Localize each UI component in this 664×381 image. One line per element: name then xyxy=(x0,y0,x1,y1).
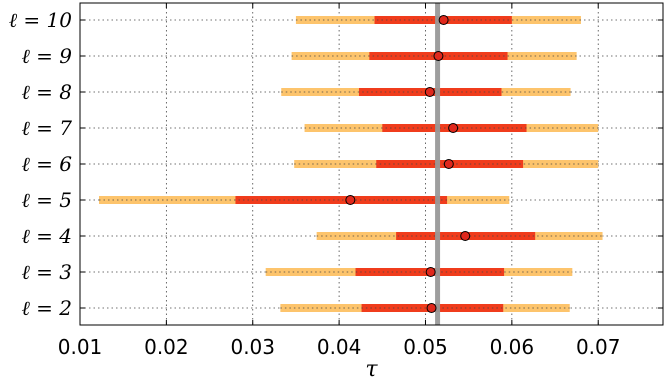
x-tick-label: 0.03 xyxy=(230,335,275,359)
data-point xyxy=(448,123,459,133)
row-label: ℓ = 8 xyxy=(21,80,72,104)
data-point xyxy=(345,195,356,205)
tick-layer xyxy=(79,3,663,325)
data-point xyxy=(424,87,435,97)
data-point xyxy=(443,159,454,169)
x-tick-label: 0.04 xyxy=(317,335,362,359)
data-point xyxy=(425,267,436,277)
row-label: ℓ = 9 xyxy=(21,44,72,68)
row-label: ℓ = 10 xyxy=(9,8,73,32)
marker-layer xyxy=(345,15,471,313)
row-label: ℓ = 4 xyxy=(21,224,72,248)
row-label: ℓ = 6 xyxy=(21,152,72,176)
label-layer: 0.01 0.02 0.03 0.04 0.05 0.06 0.07 ℓ = 10 ℓ = 9 ℓ… xyxy=(9,8,621,359)
row-label: ℓ = 3 xyxy=(21,260,72,284)
inner-interval-bar xyxy=(235,196,448,204)
x-tick-label: 0.02 xyxy=(144,335,189,359)
row-label: ℓ = 2 xyxy=(21,296,72,320)
data-point xyxy=(460,231,471,241)
data-point xyxy=(433,51,444,61)
data-point xyxy=(426,303,437,313)
x-axis-label: τ xyxy=(365,357,378,381)
x-tick-label: 0.05 xyxy=(403,335,448,359)
row-label: ℓ = 5 xyxy=(21,188,72,212)
x-tick-label: 0.01 xyxy=(58,335,103,359)
row-label: ℓ = 7 xyxy=(21,116,72,140)
data-point xyxy=(438,15,449,25)
x-tick-label: 0.06 xyxy=(490,335,535,359)
x-tick-label: 0.07 xyxy=(576,335,621,359)
